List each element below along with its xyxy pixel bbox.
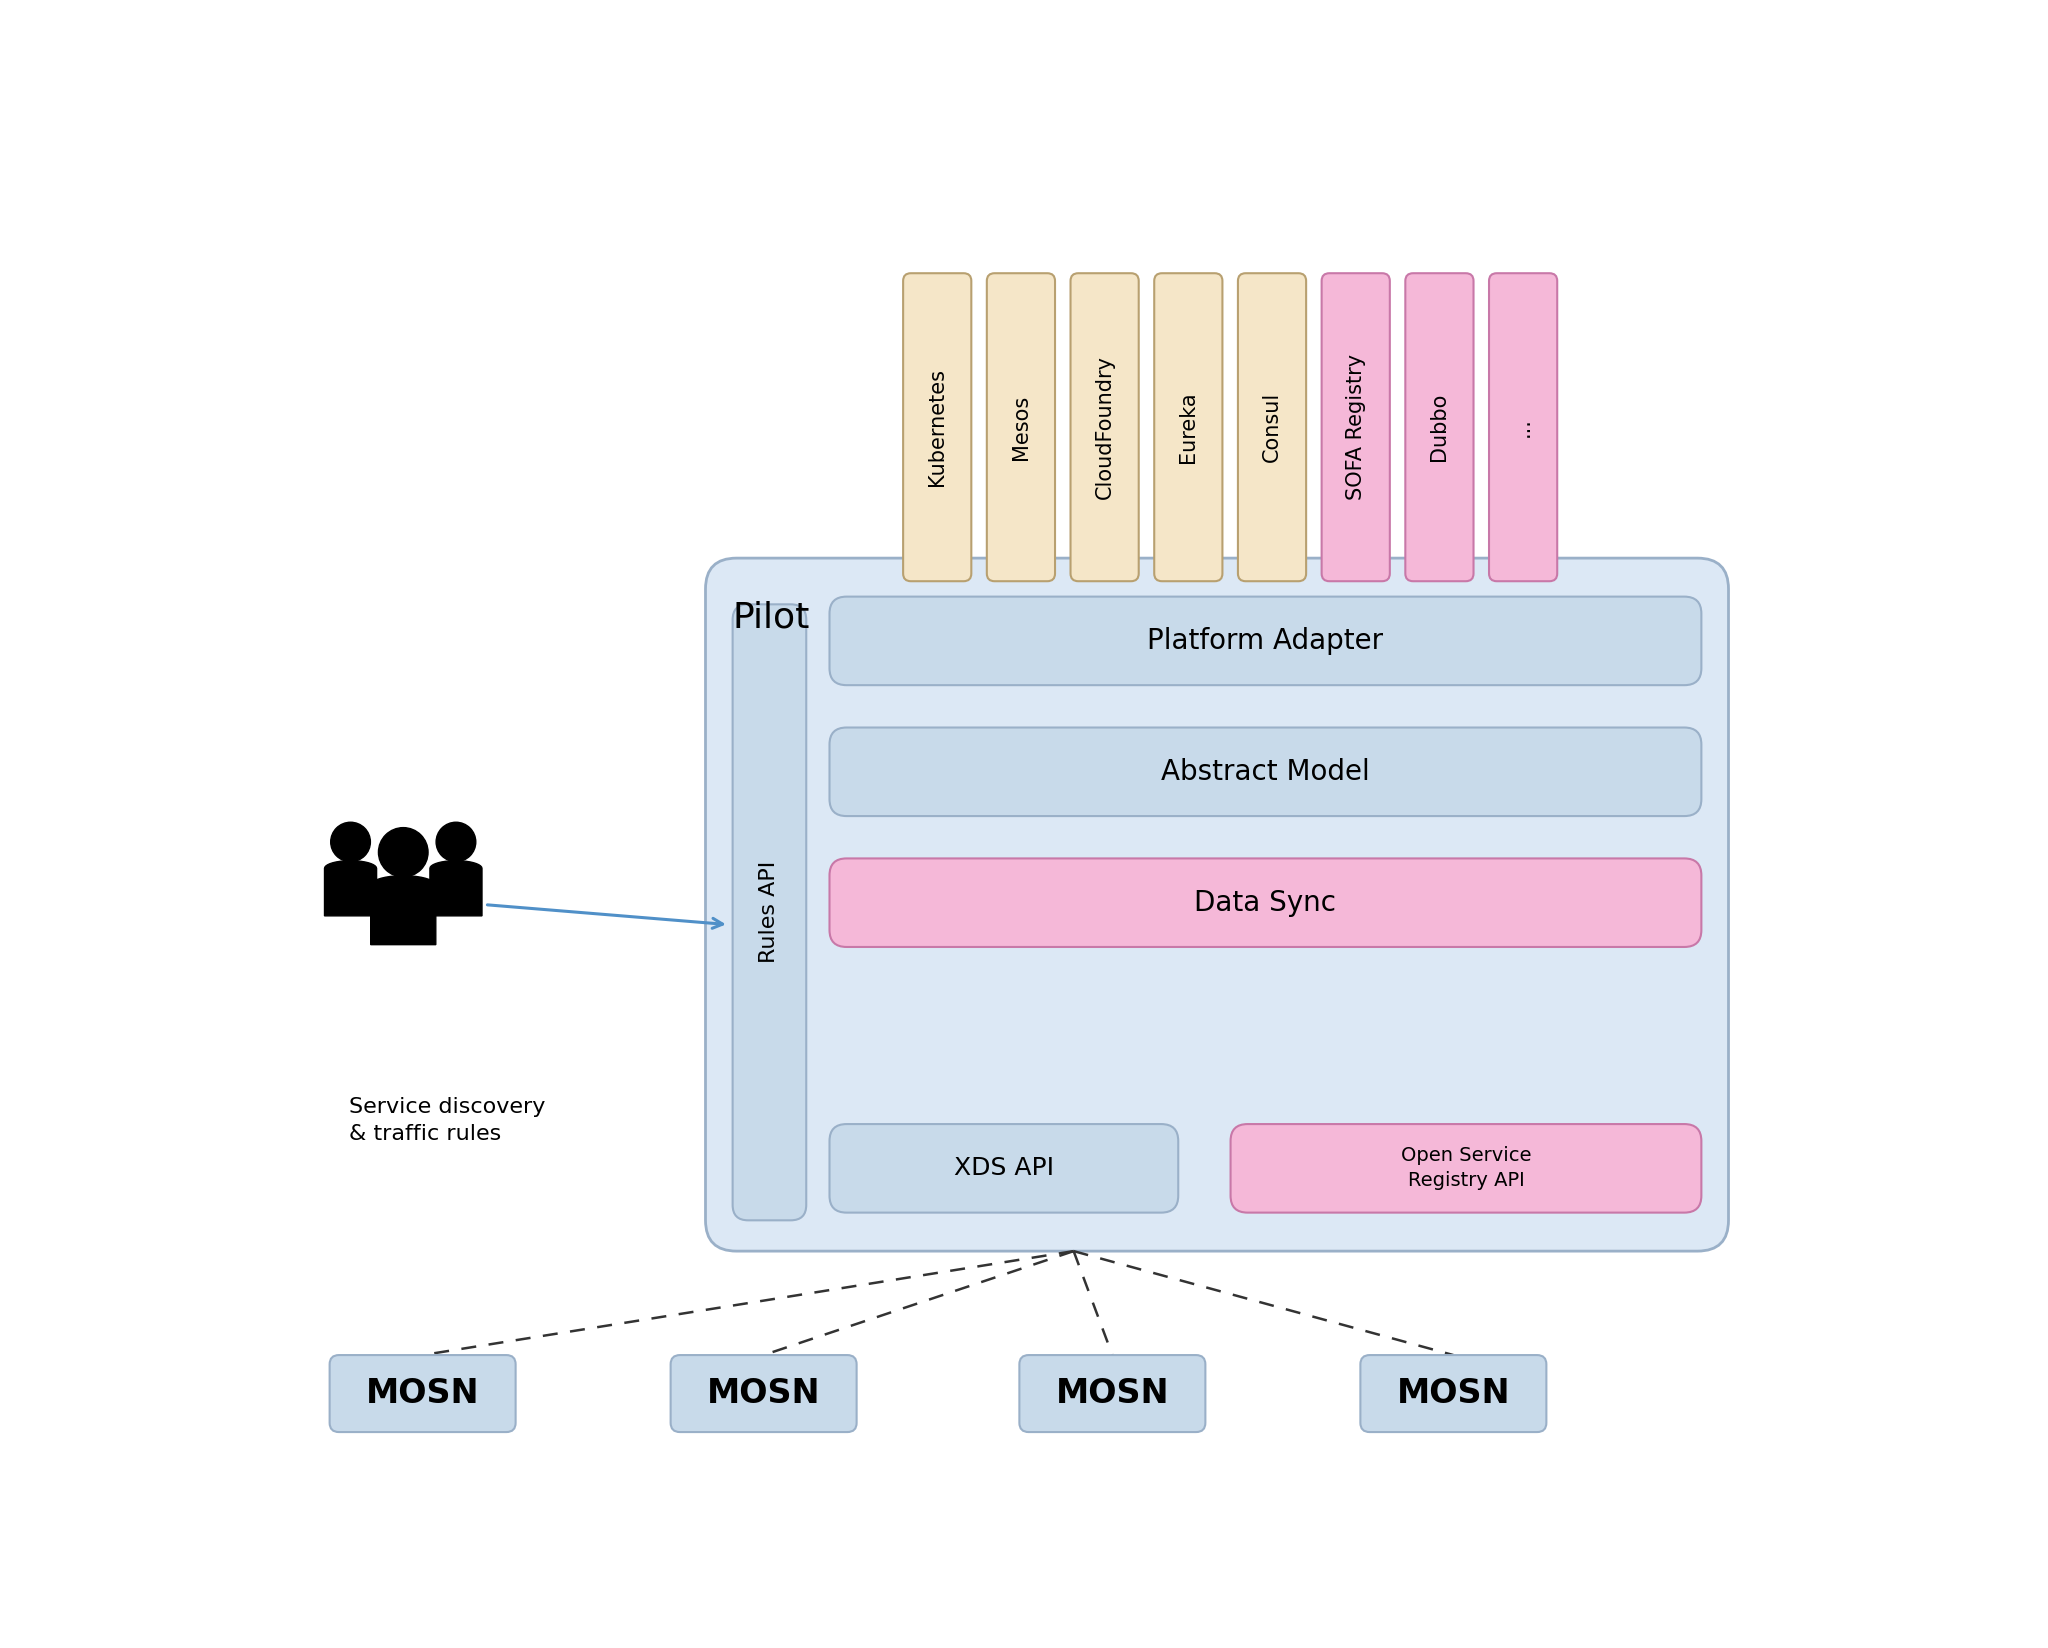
FancyBboxPatch shape — [670, 1355, 856, 1432]
FancyBboxPatch shape — [1155, 274, 1223, 582]
FancyBboxPatch shape — [733, 605, 807, 1220]
Text: Pilot: Pilot — [733, 600, 811, 634]
FancyBboxPatch shape — [1489, 274, 1556, 582]
Text: Consul: Consul — [1262, 392, 1282, 463]
FancyBboxPatch shape — [1231, 1124, 1702, 1213]
Text: MOSN: MOSN — [1055, 1378, 1169, 1411]
Text: Platform Adapter: Platform Adapter — [1147, 626, 1384, 654]
FancyBboxPatch shape — [829, 859, 1702, 948]
FancyBboxPatch shape — [1405, 274, 1473, 582]
FancyBboxPatch shape — [1020, 1355, 1206, 1432]
FancyBboxPatch shape — [330, 1355, 516, 1432]
Text: Open Service
Registry API: Open Service Registry API — [1401, 1147, 1532, 1190]
Polygon shape — [430, 860, 481, 916]
Text: CloudFoundry: CloudFoundry — [1094, 356, 1114, 499]
Circle shape — [436, 822, 475, 862]
FancyBboxPatch shape — [1360, 1355, 1546, 1432]
FancyBboxPatch shape — [1071, 274, 1139, 582]
Text: MOSN: MOSN — [1397, 1378, 1509, 1411]
FancyBboxPatch shape — [987, 274, 1055, 582]
Circle shape — [330, 822, 371, 862]
Text: Dubbo: Dubbo — [1430, 392, 1450, 461]
Text: Abstract Model: Abstract Model — [1161, 758, 1370, 786]
Polygon shape — [324, 860, 377, 916]
FancyBboxPatch shape — [1321, 274, 1391, 582]
Text: SOFA Registry: SOFA Registry — [1346, 354, 1366, 501]
Circle shape — [379, 827, 428, 877]
Text: Eureka: Eureka — [1178, 392, 1198, 463]
FancyBboxPatch shape — [829, 597, 1702, 686]
FancyBboxPatch shape — [705, 559, 1729, 1251]
FancyBboxPatch shape — [903, 274, 971, 582]
Text: Rules API: Rules API — [760, 862, 780, 964]
Text: Service discovery
& traffic rules: Service discovery & traffic rules — [348, 1098, 545, 1144]
FancyBboxPatch shape — [829, 727, 1702, 816]
Text: XDS API: XDS API — [954, 1157, 1055, 1180]
Text: ...: ... — [1513, 417, 1534, 437]
Text: Data Sync: Data Sync — [1194, 888, 1337, 916]
Text: MOSN: MOSN — [367, 1378, 479, 1411]
Polygon shape — [371, 875, 436, 944]
Text: MOSN: MOSN — [707, 1378, 821, 1411]
Text: Mesos: Mesos — [1012, 394, 1030, 460]
FancyBboxPatch shape — [1237, 274, 1307, 582]
FancyBboxPatch shape — [829, 1124, 1178, 1213]
Text: Kubernetes: Kubernetes — [928, 368, 948, 486]
